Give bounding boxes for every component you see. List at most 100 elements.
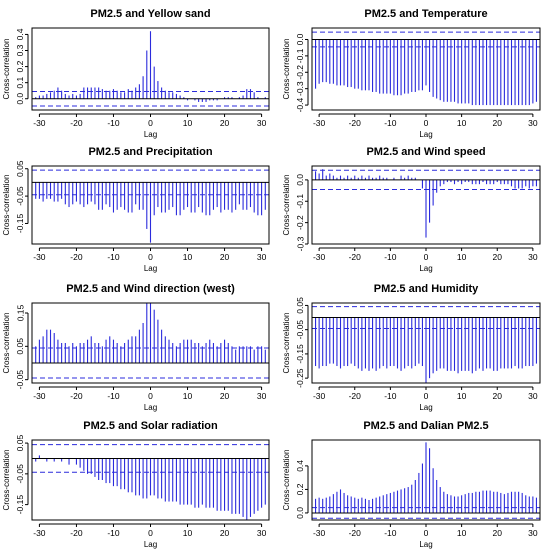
x-tick-label: -10 <box>384 252 397 262</box>
x-tick-label: 20 <box>220 391 230 401</box>
plot-area <box>32 444 269 520</box>
x-axis-label: Lag <box>144 403 157 412</box>
y-tick-label: -0.05 <box>295 320 305 340</box>
y-tick-label: -0.25 <box>295 368 305 388</box>
x-tick-label: 10 <box>457 118 467 128</box>
y-tick-label: 0.05 <box>15 160 25 177</box>
x-tick-label: -20 <box>70 528 83 538</box>
y-axis-label: Cross-correlation <box>282 39 291 100</box>
y-tick-label: 0.0 <box>295 507 305 519</box>
x-tick-label: 10 <box>457 252 467 262</box>
y-tick-label: -0.1 <box>295 48 305 63</box>
y-axis-label: Cross-correlation <box>282 450 291 511</box>
y-tick-label: 0.3 <box>15 44 25 56</box>
x-tick-label: 0 <box>424 528 429 538</box>
y-tick-label: -0.05 <box>15 186 25 206</box>
x-tick-label: 30 <box>528 391 538 401</box>
x-axis-label: Lag <box>419 130 432 139</box>
x-tick-label: 30 <box>257 528 267 538</box>
x-tick-label: -10 <box>107 391 120 401</box>
plot-frame <box>31 165 270 245</box>
x-axis-label: Lag <box>144 540 157 549</box>
y-tick-label: 0.0 <box>295 174 305 186</box>
x-tick-label: -20 <box>70 118 83 128</box>
panel-title: PM2.5 and Solar radiation <box>83 420 218 432</box>
x-tick-label: 20 <box>493 528 503 538</box>
panel-title: PM2.5 and Precipitation <box>88 146 212 158</box>
x-tick-label: -10 <box>107 118 120 128</box>
x-tick-label: 0 <box>148 118 153 128</box>
y-axis-label: Cross-correlation <box>2 450 11 511</box>
x-tick-label: -30 <box>33 528 46 538</box>
y-axis-label: Cross-correlation <box>2 175 11 236</box>
plot-frame <box>311 27 541 111</box>
y-tick-label: -0.15 <box>15 214 25 234</box>
y-tick-label: 0.05 <box>15 435 25 452</box>
plot-area <box>32 169 269 243</box>
x-tick-label: 10 <box>183 528 193 538</box>
y-tick-label: 0.15 <box>15 304 25 321</box>
x-tick-label: -30 <box>313 391 326 401</box>
x-tick-label: 30 <box>257 391 267 401</box>
x-tick-label: 20 <box>220 118 230 128</box>
y-tick-label: -0.05 <box>15 370 25 390</box>
x-axis-label: Lag <box>419 264 432 273</box>
x-tick-label: 30 <box>257 118 267 128</box>
x-tick-label: 20 <box>493 391 503 401</box>
plot-area <box>32 31 269 107</box>
x-tick-label: 0 <box>424 118 429 128</box>
y-axis-label: Cross-correlation <box>282 175 291 236</box>
x-tick-label: -20 <box>349 391 362 401</box>
x-tick-label: 20 <box>220 252 230 262</box>
x-tick-label: -20 <box>349 528 362 538</box>
x-tick-label: 30 <box>528 252 538 262</box>
plot-frame <box>31 439 270 521</box>
y-tick-label: 0.0 <box>15 93 25 105</box>
x-tick-label: -10 <box>107 528 120 538</box>
panel-title: PM2.5 and Dalian PM2.5 <box>363 420 488 432</box>
x-tick-label: -20 <box>70 391 83 401</box>
x-tick-label: 10 <box>457 391 467 401</box>
panel-4: PM2.5 and Wind direction (west) -30 -20 -10… <box>2 283 270 412</box>
y-tick-label: 0.2 <box>15 60 25 72</box>
x-tick-label: -10 <box>384 118 397 128</box>
x-tick-label: -30 <box>33 252 46 262</box>
panel-3: PM2.5 and Wind speed -30 -20 -10 0 10 20 30 Lag 0… <box>282 146 541 273</box>
y-tick-label: 0.2 <box>295 483 305 495</box>
y-tick-label: 0.4 <box>295 460 305 472</box>
x-tick-label: -30 <box>313 118 326 128</box>
x-tick-label: -20 <box>349 252 362 262</box>
y-tick-label: -0.05 <box>15 464 25 484</box>
panel-title: PM2.5 and Temperature <box>364 8 487 20</box>
y-tick-label: -0.3 <box>295 81 305 96</box>
y-tick-label: -0.15 <box>15 495 25 515</box>
y-tick-label: -0.4 <box>295 97 305 112</box>
x-tick-label: 0 <box>424 252 429 262</box>
panel-2: PM2.5 and Precipitation -30 -20 -10 0 10 20 30 L… <box>2 146 270 273</box>
y-tick-label: -0.15 <box>295 344 305 364</box>
plot-area <box>312 31 540 106</box>
panel-5: PM2.5 and Humidity -30 -20 -10 0 10 20 30 Lag 0.0… <box>282 283 541 412</box>
y-tick-label: -0.1 <box>295 194 305 209</box>
x-tick-label: -10 <box>107 252 120 262</box>
x-tick-label: 10 <box>183 391 193 401</box>
y-tick-label: 0.05 <box>15 338 25 355</box>
x-tick-label: 20 <box>493 252 503 262</box>
panel-7: PM2.5 and Dalian PM2.5 -30 -20 -10 0 10 20 30 La… <box>282 420 541 549</box>
plot-area <box>312 169 540 238</box>
x-tick-label: 0 <box>148 528 153 538</box>
y-tick-label: 0.05 <box>295 297 305 314</box>
x-tick-label: 0 <box>424 391 429 401</box>
x-tick-label: 10 <box>457 528 467 538</box>
x-tick-label: 0 <box>148 391 153 401</box>
y-tick-label: -0.2 <box>295 215 305 230</box>
plot-area <box>312 306 540 383</box>
y-tick-label: 0.0 <box>295 33 305 45</box>
x-tick-label: -20 <box>349 118 362 128</box>
x-axis-label: Lag <box>144 130 157 139</box>
panel-6: PM2.5 and Solar radiation -30 -20 -10 0 10 20 3… <box>2 420 270 549</box>
x-tick-label: 10 <box>183 118 193 128</box>
plot-frame <box>311 439 541 521</box>
x-tick-label: -10 <box>384 391 397 401</box>
panel-title: PM2.5 and Wind direction (west) <box>66 283 235 295</box>
